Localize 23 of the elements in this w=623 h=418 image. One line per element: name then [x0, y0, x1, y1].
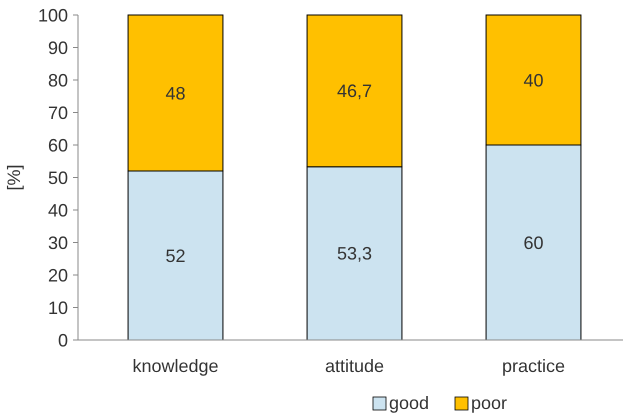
y-tick-label: 90 — [48, 38, 68, 58]
legend-label: good — [389, 393, 430, 413]
y-tick-label: 20 — [48, 265, 68, 286]
x-tick-label: practice — [502, 356, 566, 376]
y-tick-label: 10 — [48, 298, 68, 318]
data-label: 46,7 — [336, 81, 372, 102]
data-label: 60 — [523, 232, 544, 253]
data-label: 40 — [523, 70, 544, 90]
y-tick-label: 40 — [48, 200, 68, 220]
x-tick-label: attitude — [324, 356, 384, 376]
data-label: 52 — [165, 246, 186, 266]
x-tick-label: knowledge — [132, 356, 219, 376]
y-tick-label: 60 — [48, 135, 68, 156]
legend-label: poor — [471, 393, 508, 413]
data-label: 48 — [165, 83, 186, 104]
y-axis-title: [%] — [4, 164, 24, 191]
y-tick-label: 30 — [48, 232, 68, 253]
y-tick-label: 70 — [48, 102, 68, 123]
y-tick-label: 100 — [38, 5, 68, 26]
y-tick-label: 80 — [48, 70, 68, 90]
y-tick-label: 50 — [48, 168, 68, 188]
data-label: 53,3 — [336, 244, 372, 264]
y-tick-label: 0 — [58, 330, 68, 350]
